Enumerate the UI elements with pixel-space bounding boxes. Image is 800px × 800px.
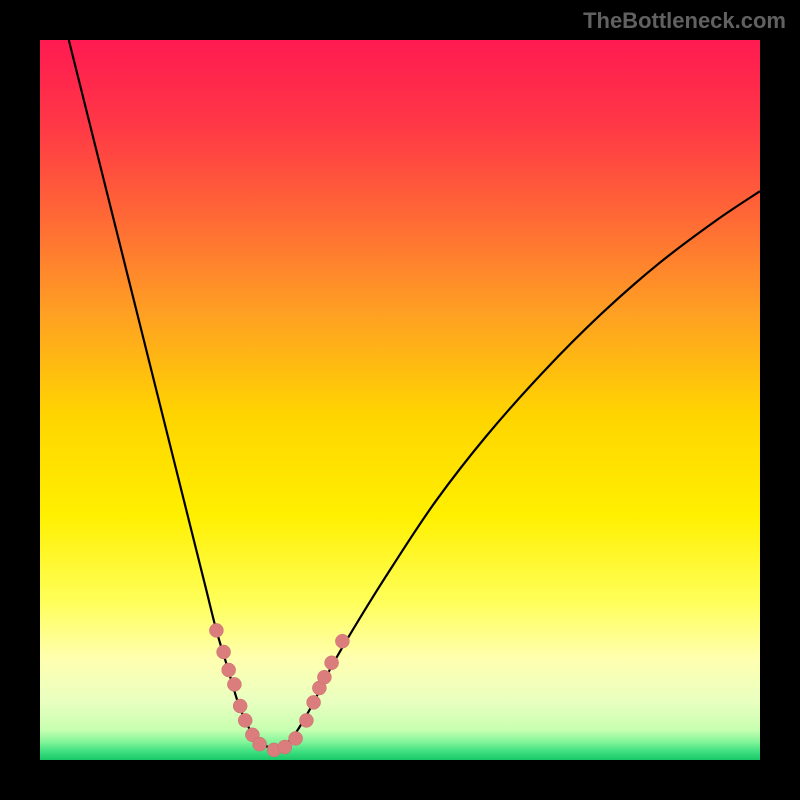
marker-dot	[307, 695, 321, 709]
marker-dot	[289, 731, 303, 745]
marker-dot	[325, 656, 339, 670]
marker-dot	[317, 670, 331, 684]
marker-dot	[227, 677, 241, 691]
marker-dot	[335, 634, 349, 648]
marker-dot	[233, 699, 247, 713]
marker-dot	[253, 737, 267, 751]
chart-background	[40, 40, 760, 760]
marker-dot	[209, 623, 223, 637]
chart-plot-area	[40, 40, 760, 760]
watermark-text: TheBottleneck.com	[583, 8, 786, 34]
marker-dot	[217, 645, 231, 659]
chart-svg	[40, 40, 760, 760]
marker-dot	[222, 663, 236, 677]
marker-dot	[238, 713, 252, 727]
marker-dot	[299, 713, 313, 727]
